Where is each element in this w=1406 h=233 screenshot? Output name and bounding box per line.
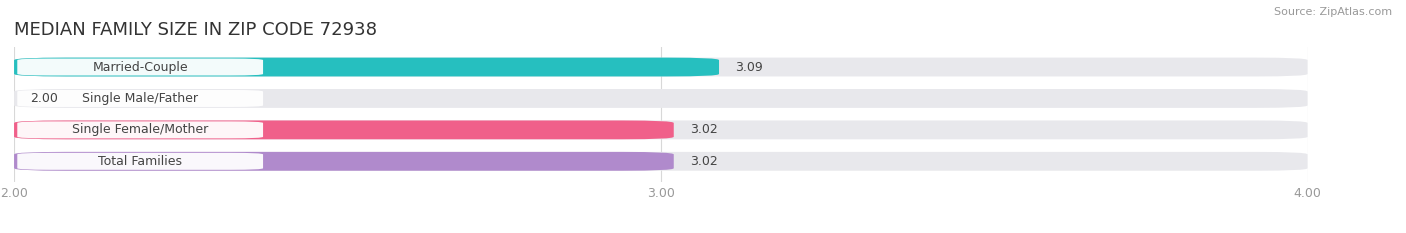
FancyBboxPatch shape: [17, 58, 263, 75]
Text: 3.09: 3.09: [735, 61, 763, 74]
FancyBboxPatch shape: [14, 89, 1308, 108]
FancyBboxPatch shape: [14, 120, 1308, 139]
Text: Total Families: Total Families: [98, 155, 183, 168]
FancyBboxPatch shape: [14, 120, 673, 139]
FancyBboxPatch shape: [14, 58, 718, 76]
FancyBboxPatch shape: [14, 58, 1308, 76]
FancyBboxPatch shape: [14, 152, 1308, 171]
Text: Source: ZipAtlas.com: Source: ZipAtlas.com: [1274, 7, 1392, 17]
Text: Single Female/Mother: Single Female/Mother: [72, 123, 208, 136]
Text: 2.00: 2.00: [30, 92, 58, 105]
FancyBboxPatch shape: [17, 90, 263, 107]
Text: Single Male/Father: Single Male/Father: [82, 92, 198, 105]
Text: Married-Couple: Married-Couple: [93, 61, 188, 74]
Text: 3.02: 3.02: [690, 123, 717, 136]
FancyBboxPatch shape: [17, 153, 263, 170]
FancyBboxPatch shape: [14, 152, 673, 171]
FancyBboxPatch shape: [17, 121, 263, 138]
Text: MEDIAN FAMILY SIZE IN ZIP CODE 72938: MEDIAN FAMILY SIZE IN ZIP CODE 72938: [14, 21, 377, 39]
Text: 3.02: 3.02: [690, 155, 717, 168]
